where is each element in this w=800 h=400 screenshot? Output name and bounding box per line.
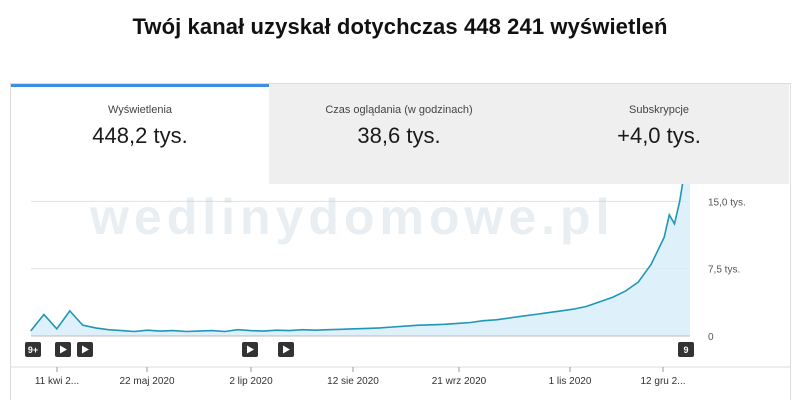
tab-watch-time-value: 38,6 tys.: [357, 123, 441, 148]
data-point: [211, 330, 213, 332]
views-chart-svg: 07,5 tys.15,0 tys.22,5 tys.9+911 kwi 2..…: [11, 130, 790, 387]
video-marker-play[interactable]: [278, 342, 294, 357]
x-tick-label: 12 sie 2020: [327, 376, 379, 387]
play-icon: [247, 345, 254, 354]
x-tick-label: 22 maj 2020: [119, 376, 174, 387]
data-point: [443, 323, 446, 325]
data-point: [107, 329, 110, 331]
data-point: [340, 328, 342, 330]
data-point: [668, 214, 670, 216]
marker-background: [25, 342, 41, 357]
data-point: [69, 310, 71, 312]
data-point: [159, 330, 161, 332]
x-tick-label: 11 kwi 2...: [35, 376, 79, 387]
data-point: [198, 330, 200, 332]
data-point: [250, 330, 252, 332]
marker-count-label: 9: [683, 345, 688, 355]
data-point: [456, 322, 458, 324]
data-point: [237, 329, 239, 331]
data-point: [534, 313, 536, 316]
play-icon: [82, 345, 89, 354]
data-point: [95, 327, 97, 329]
y-tick-label: 0: [708, 332, 714, 343]
video-marker-count[interactable]: 9: [678, 342, 694, 357]
data-point: [495, 319, 497, 321]
data-point: [224, 330, 226, 333]
data-point: [611, 296, 614, 298]
tab-watch-time[interactable]: Czas oglądania (w godzinach) 38,6 tys.: [269, 84, 529, 184]
data-point: [43, 313, 45, 316]
tab-subscriptions[interactable]: Subskrypcje +4,0 tys.: [529, 84, 789, 184]
data-point: [353, 328, 355, 330]
play-icon: [60, 345, 67, 354]
data-point: [392, 326, 394, 328]
x-tick-label: 2 lip 2020: [229, 376, 273, 387]
data-point: [508, 317, 510, 319]
data-point: [30, 330, 32, 332]
y-tick-label: 7,5 tys.: [708, 265, 740, 276]
data-point: [405, 325, 407, 327]
x-tick-label: 21 wrz 2020: [432, 376, 487, 387]
data-point: [120, 330, 123, 332]
data-point: [288, 330, 290, 332]
data-point: [379, 327, 381, 329]
data-point: [301, 329, 303, 331]
data-point: [327, 329, 329, 331]
video-marker-play[interactable]: [242, 342, 258, 357]
data-point: [366, 327, 368, 329]
metric-tabs: Wyświetlenia 448,2 tys. Czas oglądania (…: [11, 84, 790, 184]
series-area: [31, 169, 690, 336]
video-marker-play[interactable]: [77, 342, 93, 357]
data-point: [431, 324, 433, 326]
data-point: [663, 236, 665, 238]
data-point: [133, 330, 135, 333]
data-point: [521, 315, 523, 317]
data-point: [637, 281, 639, 283]
tab-views-label: Wyświetlenia: [107, 104, 173, 116]
data-point: [146, 329, 148, 331]
marker-background: [678, 342, 694, 357]
data-point: [547, 312, 549, 314]
data-point: [185, 330, 187, 333]
data-point: [263, 330, 265, 332]
tab-views-value: 448,2 tys.: [92, 123, 188, 148]
data-point: [275, 329, 278, 331]
data-point: [598, 301, 601, 303]
tab-watch-time-label: Czas oglądania (w godzinach): [325, 104, 473, 116]
data-point: [172, 330, 174, 332]
views-chart: 07,5 tys.15,0 tys.22,5 tys.9+911 kwi 2..…: [11, 130, 790, 400]
data-point: [469, 321, 471, 324]
marker-count-label: 9+: [28, 345, 38, 355]
data-point: [82, 324, 84, 326]
x-tick-label: 1 lis 2020: [549, 376, 592, 387]
channel-views-headline: Twój kanał uzyskał dotychczas 448 241 wy…: [132, 14, 668, 39]
tab-views[interactable]: Wyświetlenia 448,2 tys.: [11, 84, 269, 184]
data-point: [624, 290, 627, 292]
data-point: [573, 308, 575, 310]
data-point: [560, 310, 562, 312]
video-marker-play[interactable]: [55, 342, 71, 357]
data-point: [56, 328, 58, 330]
tab-subscriptions-label: Subskrypcje: [629, 104, 689, 116]
tab-subscriptions-value: +4,0 tys.: [617, 123, 701, 148]
data-point: [650, 263, 652, 265]
data-point: [418, 324, 420, 326]
y-tick-label: 15,0 tys.: [708, 197, 746, 208]
data-point: [679, 200, 681, 202]
analytics-card: Wyświetlenia 448,2 tys. Czas oglądania (…: [10, 83, 791, 400]
data-point: [586, 305, 588, 307]
data-point: [482, 320, 484, 322]
x-tick-label: 12 gru 2...: [640, 376, 685, 387]
video-marker-count[interactable]: 9+: [25, 342, 41, 357]
play-icon: [283, 345, 290, 354]
data-point: [314, 329, 316, 331]
data-point: [673, 223, 676, 225]
